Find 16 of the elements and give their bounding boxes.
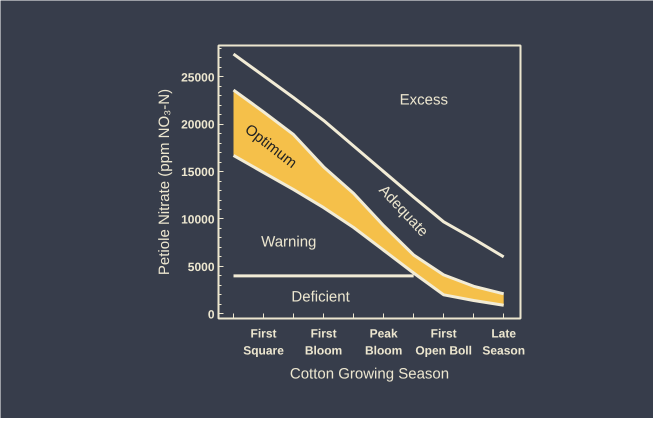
- y-axis-title: Petiole Nitrate (ppm NO₃-N): [156, 88, 174, 276]
- y-tick-label: 10000: [181, 212, 215, 226]
- y-tick-label: 20000: [181, 118, 215, 132]
- x-tick-label: First Open Boll: [415, 326, 472, 358]
- y-tick-label: 25000: [181, 70, 215, 84]
- x-tick-label: Late Season: [482, 326, 526, 358]
- annotation: Excess: [400, 92, 448, 109]
- y-tick-label: 0: [208, 307, 215, 322]
- x-tick-label: First Square: [243, 326, 284, 358]
- x-tick-label: Peak Bloom: [364, 326, 402, 358]
- y-tick-label: 5000: [188, 260, 215, 274]
- x-tick-label: First Bloom: [304, 326, 342, 358]
- x-axis-title: Cotton Growing Season: [290, 365, 450, 382]
- y-tick-label: 15000: [181, 165, 215, 180]
- annotation: Deficient: [291, 288, 351, 306]
- annotation: Warning: [261, 233, 316, 250]
